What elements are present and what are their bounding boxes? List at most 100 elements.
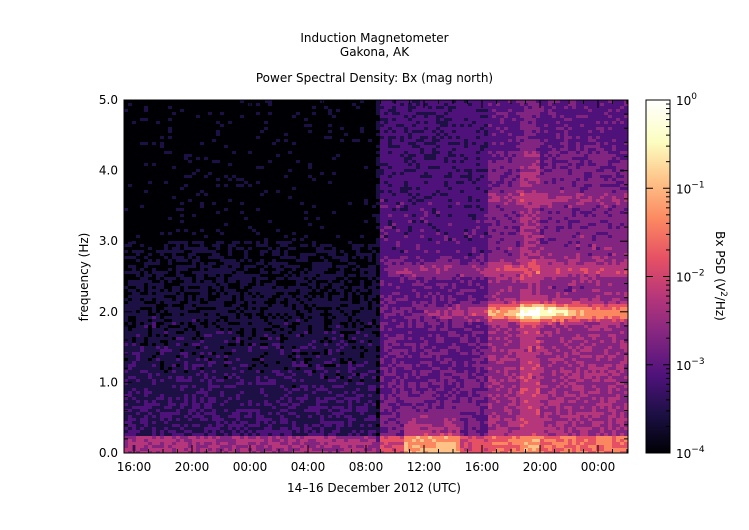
spectrogram-cell	[412, 244, 416, 247]
spectrogram-cell	[148, 304, 152, 307]
spectrogram-cell	[184, 154, 188, 157]
spectrogram-cell	[216, 301, 220, 304]
spectrogram-cell	[288, 370, 292, 373]
spectrogram-cell	[320, 337, 324, 340]
spectrogram-cell	[324, 445, 328, 448]
spectrogram-cell	[136, 373, 140, 376]
spectrogram-cell	[264, 439, 268, 442]
spectrogram-cell	[356, 139, 360, 142]
spectrogram-cell	[236, 403, 240, 406]
spectrogram-cell	[372, 349, 376, 352]
spectrogram-cell	[268, 451, 272, 453]
spectrogram-cell	[404, 442, 408, 445]
spectrogram-cell	[256, 181, 260, 184]
spectrogram-cell	[212, 139, 216, 142]
spectrogram-cell	[236, 295, 240, 298]
spectrogram-cell	[380, 241, 384, 244]
spectrogram-cell	[356, 331, 360, 334]
spectrogram-cell	[288, 151, 292, 154]
spectrogram-cell	[268, 295, 272, 298]
spectrogram-cell	[352, 319, 356, 322]
spectrogram-cell	[192, 355, 196, 358]
spectrogram-cell	[336, 415, 340, 418]
spectrogram-cell	[332, 277, 336, 280]
spectrogram-cell	[400, 445, 404, 448]
spectrogram-cell	[236, 370, 240, 373]
spectrogram-cell	[220, 406, 224, 409]
spectrogram-cell	[208, 421, 212, 424]
spectrogram-cell	[324, 304, 328, 307]
spectrogram-cell	[136, 253, 140, 256]
spectrogram-cell	[196, 349, 200, 352]
spectrogram-cell	[292, 265, 296, 268]
spectrogram-cell	[176, 412, 180, 415]
spectrogram-cell	[152, 304, 156, 307]
spectrogram-cell	[272, 142, 276, 145]
spectrogram-cell	[396, 280, 400, 283]
spectrogram-cell	[412, 112, 416, 115]
spectrogram-cell	[372, 310, 376, 313]
spectrogram-cell	[364, 310, 368, 313]
spectrogram-cell	[348, 394, 352, 397]
spectrogram-cell	[168, 439, 172, 442]
spectrogram-cell	[140, 319, 144, 322]
spectrogram-cell	[308, 130, 312, 133]
spectrogram-cell	[128, 256, 132, 259]
spectrogram-cell	[376, 121, 380, 124]
spectrogram-cell	[360, 424, 364, 427]
spectrogram-cell	[380, 292, 384, 295]
spectrogram-cell	[376, 193, 380, 196]
spectrogram-cell	[348, 322, 352, 325]
spectrogram-cell	[168, 241, 172, 244]
spectrogram-cell	[380, 250, 384, 253]
spectrogram-cell	[340, 373, 344, 376]
spectrogram-cell	[416, 292, 420, 295]
spectrogram-cell	[408, 427, 412, 430]
spectrogram-cell	[304, 346, 308, 349]
spectrogram-cell	[348, 427, 352, 430]
spectrogram-cell	[356, 334, 360, 337]
spectrogram-cell	[172, 382, 176, 385]
spectrogram-cell	[236, 448, 240, 451]
spectrogram-cell	[188, 412, 192, 415]
spectrogram-cell	[384, 343, 388, 346]
spectrogram-cell	[236, 436, 240, 439]
spectrogram-cell	[324, 412, 328, 415]
spectrogram-cell	[144, 274, 148, 277]
spectrogram-cell	[368, 274, 372, 277]
spectrogram-cell	[388, 208, 392, 211]
spectrogram-cell	[392, 139, 396, 142]
spectrogram-cell	[384, 271, 388, 274]
spectrogram-cell	[156, 355, 160, 358]
spectrogram-cell	[236, 328, 240, 331]
spectrogram-cell	[408, 202, 412, 205]
spectrogram-cell	[408, 310, 412, 313]
spectrogram-cell	[160, 442, 164, 445]
spectrogram-cell	[412, 142, 416, 145]
spectrogram-cell	[364, 313, 368, 316]
spectrogram-cell	[200, 190, 204, 193]
spectrogram-cell	[316, 448, 320, 451]
spectrogram-cell	[412, 283, 416, 286]
spectrogram-cell	[192, 367, 196, 370]
spectrogram-cell	[256, 112, 260, 115]
spectrogram-cell	[228, 436, 232, 439]
spectrogram-cell	[284, 250, 288, 253]
spectrogram-cell	[272, 430, 276, 433]
spectrogram-cell	[304, 322, 308, 325]
spectrogram-cell	[340, 442, 344, 445]
spectrogram-cell	[328, 373, 332, 376]
spectrogram-cell	[336, 370, 340, 373]
spectrogram-cell	[272, 364, 276, 367]
spectrogram-cell	[392, 328, 396, 331]
spectrogram-cell	[228, 253, 232, 256]
spectrogram-cell	[392, 442, 396, 445]
spectrogram-cell	[148, 349, 152, 352]
spectrogram-cell	[252, 388, 256, 391]
spectrogram-cell	[396, 175, 400, 178]
spectrogram-cell	[152, 316, 156, 319]
spectrogram-cell	[152, 358, 156, 361]
spectrogram-cell	[288, 436, 292, 439]
spectrogram-cell	[188, 313, 192, 316]
spectrogram-cell	[172, 343, 176, 346]
